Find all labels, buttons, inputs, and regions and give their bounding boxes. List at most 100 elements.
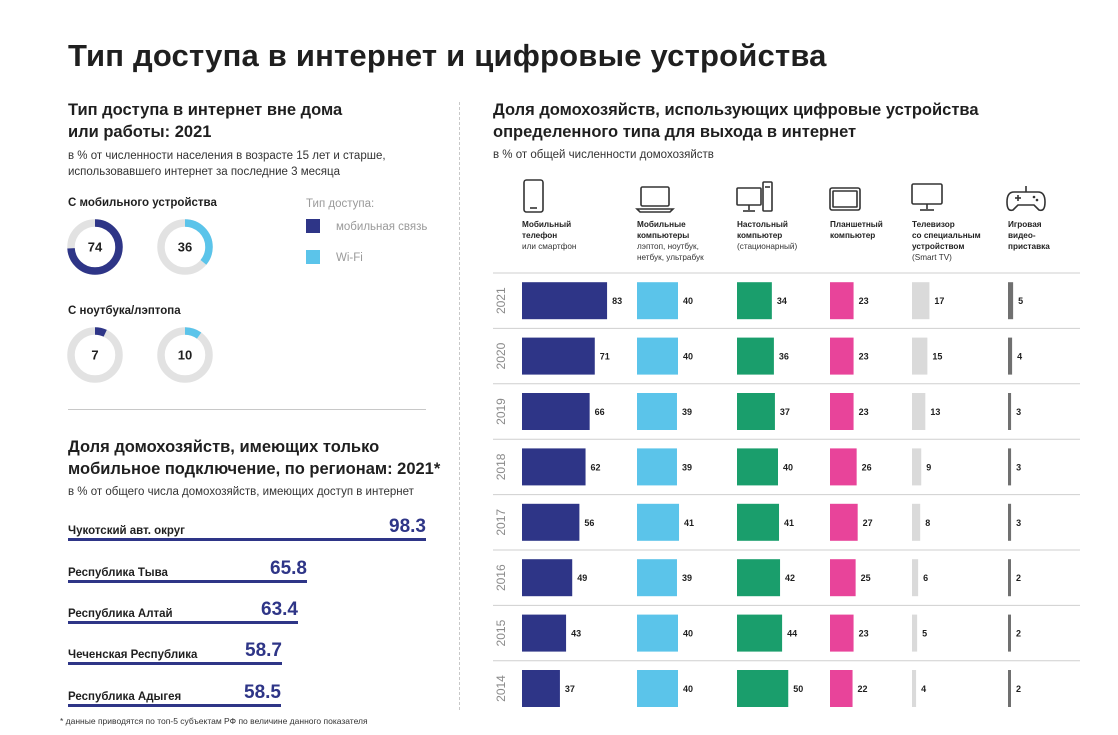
bar-value: 22	[858, 684, 868, 694]
year-label: 2016	[494, 564, 508, 591]
year-label: 2017	[494, 509, 508, 536]
bar-value: 56	[584, 518, 594, 528]
smartphone-icon	[523, 179, 544, 213]
footnote: * данные приводятся по топ-5 субъектам Р…	[60, 716, 368, 726]
bar-value: 27	[863, 518, 873, 528]
bar-value: 8	[925, 518, 930, 528]
device-label-line: Игровая	[1008, 220, 1042, 229]
bar	[1008, 282, 1014, 320]
device-label-line: со специальным	[912, 231, 981, 240]
bar-value: 4	[1017, 352, 1022, 362]
bar-value: 39	[682, 462, 692, 472]
device-label: Игровая видео-приставка	[1008, 219, 1103, 252]
region-name: Республика Тыва	[68, 567, 168, 579]
access-type-subtitle-line-1: в % от численности населения в возрасте …	[68, 150, 386, 162]
bar-value: 71	[600, 352, 610, 362]
bar	[1008, 670, 1011, 707]
year-label: 2014	[494, 675, 508, 702]
year-label: 2019	[494, 398, 508, 425]
bar-value: 9	[926, 462, 931, 472]
bar-value: 23	[859, 629, 869, 639]
bar-value: 37	[565, 684, 575, 694]
donut-charts: 74 36 7 10	[67, 219, 213, 383]
bar	[830, 670, 853, 707]
bar	[912, 448, 922, 486]
bar-value: 13	[930, 407, 940, 417]
region-value: 98.3	[389, 516, 426, 537]
bar-value: 23	[859, 407, 869, 417]
donut-laptop_cellular: 7	[67, 327, 123, 383]
bar-value: 49	[577, 573, 587, 583]
donut-value: 74	[88, 240, 103, 255]
bar	[637, 393, 677, 430]
bar-value: 3	[1016, 518, 1021, 528]
device-label-line: нетбук, ультрабук	[637, 253, 704, 262]
bar	[522, 448, 586, 486]
bar-value: 25	[861, 573, 871, 583]
region-underline	[68, 580, 307, 583]
region-underline	[68, 662, 282, 665]
bar-value: 83	[612, 296, 622, 306]
bar	[737, 670, 789, 707]
bar-value: 2	[1016, 573, 1021, 583]
bar	[522, 614, 567, 652]
bar-value: 62	[591, 462, 601, 472]
access-type-subtitle-line-2: использовавшего интернет за последние 3 …	[68, 166, 340, 178]
bar	[1008, 393, 1012, 430]
region-underline	[68, 538, 426, 541]
donut-laptop_wifi: 10	[157, 327, 213, 383]
device-label: Телевизор со специальным устройством (Smart…	[912, 219, 1007, 263]
bar-value: 4	[921, 684, 926, 694]
regions-heading-line-2: мобильное подключение, по регионам: 2021…	[68, 460, 441, 478]
legend-swatch-wifi	[306, 250, 320, 264]
bar-value: 40	[683, 629, 693, 639]
bar	[737, 614, 783, 652]
bar-value: 41	[784, 518, 794, 528]
bar-value: 43	[571, 629, 581, 639]
device-label-line: (Smart TV)	[912, 253, 952, 262]
region-underline	[68, 704, 281, 707]
donut-arc	[157, 327, 213, 383]
donut-mobile_wifi: 36	[157, 219, 213, 275]
bar	[912, 393, 926, 430]
bar	[522, 282, 608, 320]
bar-value: 6	[923, 573, 928, 583]
bar	[912, 337, 928, 375]
bar	[637, 670, 678, 707]
device-label: Мобильный телефон или смартфон	[522, 219, 617, 252]
mobile-device-label: С мобильного устройства	[68, 197, 217, 209]
page-title: Тип доступа в интернет и цифровые устрой…	[68, 38, 827, 73]
region-name: Чукотский авт. округ	[68, 525, 185, 537]
bar-value: 40	[683, 352, 693, 362]
access-type-subtitle: в % от численности населения в возрасте …	[68, 148, 386, 180]
region-value: 58.7	[245, 640, 282, 661]
bar-value: 5	[1018, 296, 1023, 306]
access-type-heading: Тип доступа в интернет вне дома или рабо…	[68, 99, 342, 143]
device-label-line: компьютеры	[637, 231, 690, 240]
legend-wifi: Wi-Fi	[336, 252, 363, 264]
bar	[1008, 337, 1013, 375]
bar	[522, 337, 595, 375]
device-label-line: приставка	[1008, 242, 1050, 251]
year-label: 2020	[494, 342, 508, 369]
bar-value: 40	[683, 296, 693, 306]
bar	[737, 503, 780, 541]
gamepad-button	[1035, 198, 1039, 202]
left-divider	[68, 409, 426, 410]
donut-value: 10	[178, 348, 192, 363]
bar	[637, 448, 677, 486]
bar	[737, 559, 781, 597]
bar	[830, 337, 854, 375]
bar	[737, 337, 774, 375]
bar	[637, 559, 677, 597]
bar-value: 17	[934, 296, 944, 306]
legend-mobile: мобильная связь	[336, 221, 428, 233]
bar-value: 3	[1016, 407, 1021, 417]
device-label-line: Мобильные	[637, 220, 686, 229]
bar-value: 40	[783, 462, 793, 472]
device-label-line: устройством	[912, 242, 965, 251]
bar-value: 5	[922, 629, 927, 639]
bar	[912, 559, 919, 597]
bar	[637, 337, 678, 375]
